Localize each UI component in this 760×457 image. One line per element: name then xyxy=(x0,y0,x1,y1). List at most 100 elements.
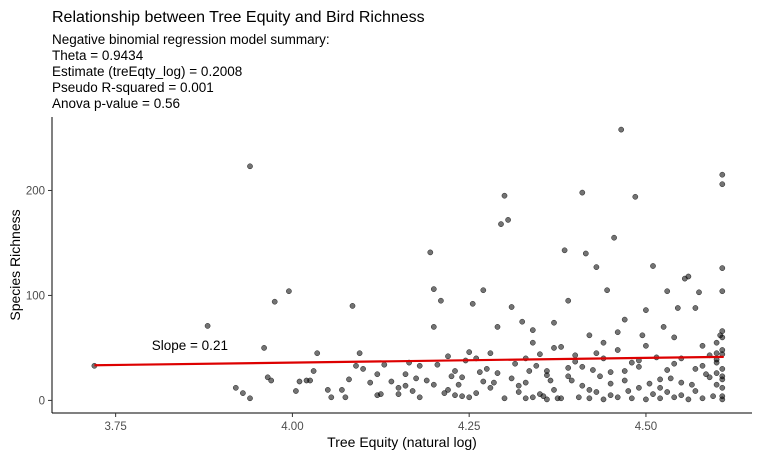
data-point xyxy=(643,307,649,313)
data-point xyxy=(328,394,335,401)
data-point xyxy=(483,366,490,372)
data-point xyxy=(491,379,497,386)
data-point xyxy=(356,350,363,357)
data-point xyxy=(430,381,437,388)
data-point xyxy=(522,379,529,386)
data-point xyxy=(685,396,692,403)
data-point xyxy=(706,374,713,381)
slope-annotation: Slope = 0.21 xyxy=(152,338,228,353)
data-point xyxy=(692,388,699,394)
data-point xyxy=(719,181,726,188)
data-point xyxy=(692,305,699,311)
data-point xyxy=(515,382,522,389)
data-point xyxy=(551,345,557,351)
data-point xyxy=(537,391,543,397)
data-point xyxy=(353,362,359,369)
data-point xyxy=(434,361,441,368)
y-tick-label: 0 xyxy=(39,395,45,407)
data-point xyxy=(342,394,349,401)
data-point xyxy=(537,351,543,358)
y-axis-ticks: 0 100 200 xyxy=(26,185,52,407)
y-tick-label: 100 xyxy=(26,290,45,302)
data-point xyxy=(430,286,437,292)
data-point xyxy=(575,394,582,401)
data-point xyxy=(487,384,494,391)
data-point xyxy=(614,347,621,353)
data-point xyxy=(621,377,628,384)
data-point xyxy=(346,376,352,383)
data-point xyxy=(558,395,564,402)
data-point xyxy=(667,375,674,382)
x-axis-title: Tree Equity (natural log) xyxy=(327,434,477,450)
data-point xyxy=(643,396,649,403)
data-point xyxy=(339,387,345,393)
data-point xyxy=(271,298,278,305)
data-point xyxy=(710,393,716,400)
data-point xyxy=(719,396,726,403)
data-point xyxy=(501,395,508,402)
data-point xyxy=(310,368,317,374)
data-point xyxy=(713,381,720,388)
data-point xyxy=(402,382,409,389)
data-point xyxy=(713,339,720,346)
x-tick-label: 3.75 xyxy=(104,421,126,433)
data-point xyxy=(628,359,635,366)
data-point xyxy=(614,329,621,336)
data-point xyxy=(657,395,663,402)
data-point xyxy=(600,396,607,403)
data-point xyxy=(713,350,720,357)
data-point xyxy=(660,324,667,330)
data-point xyxy=(445,387,451,393)
data-point xyxy=(703,371,709,378)
data-point xyxy=(664,288,671,295)
data-point xyxy=(582,250,589,257)
data-point xyxy=(646,380,653,387)
subtitle-line-3: Estimate (treEqty_log) = 0.2008 xyxy=(52,64,242,79)
data-point xyxy=(533,362,540,369)
data-point xyxy=(494,324,501,330)
data-point xyxy=(607,380,614,387)
data-point xyxy=(247,395,253,402)
data-point xyxy=(713,359,720,366)
x-tick-label: 4.50 xyxy=(635,421,657,433)
data-point xyxy=(395,384,402,391)
data-point xyxy=(381,361,388,368)
data-point xyxy=(639,332,646,339)
data-point xyxy=(604,287,610,294)
data-point xyxy=(314,350,321,357)
data-point xyxy=(657,384,663,391)
data-point xyxy=(621,368,628,374)
data-point xyxy=(416,394,423,401)
data-point xyxy=(674,305,681,311)
data-point xyxy=(607,369,614,375)
data-point xyxy=(719,366,726,372)
data-point xyxy=(261,345,267,351)
data-point xyxy=(643,342,649,349)
chart-title: Relationship between Tree Equity and Bir… xyxy=(52,9,425,26)
data-point xyxy=(628,395,635,402)
data-point xyxy=(416,362,423,369)
data-point xyxy=(586,332,593,339)
x-tick-label: 4.00 xyxy=(281,421,303,433)
data-point xyxy=(508,304,515,310)
data-point xyxy=(469,300,476,307)
data-point xyxy=(480,378,487,385)
subtitle-line-5: Anova p-value = 0.56 xyxy=(52,96,180,111)
data-point xyxy=(448,373,455,380)
data-point xyxy=(593,350,600,357)
data-point xyxy=(529,394,536,401)
data-point xyxy=(671,360,678,367)
data-point xyxy=(600,339,607,346)
data-point xyxy=(664,367,671,373)
data-point xyxy=(296,378,303,385)
data-point xyxy=(466,349,473,355)
data-point xyxy=(264,374,271,381)
data-point xyxy=(459,393,465,400)
data-point xyxy=(719,376,726,383)
data-point xyxy=(579,189,586,196)
data-point xyxy=(452,392,458,399)
data-point xyxy=(544,396,550,403)
data-point xyxy=(476,369,483,375)
data-point xyxy=(413,375,419,382)
subtitle-line-2: Theta = 0.9434 xyxy=(52,48,144,63)
